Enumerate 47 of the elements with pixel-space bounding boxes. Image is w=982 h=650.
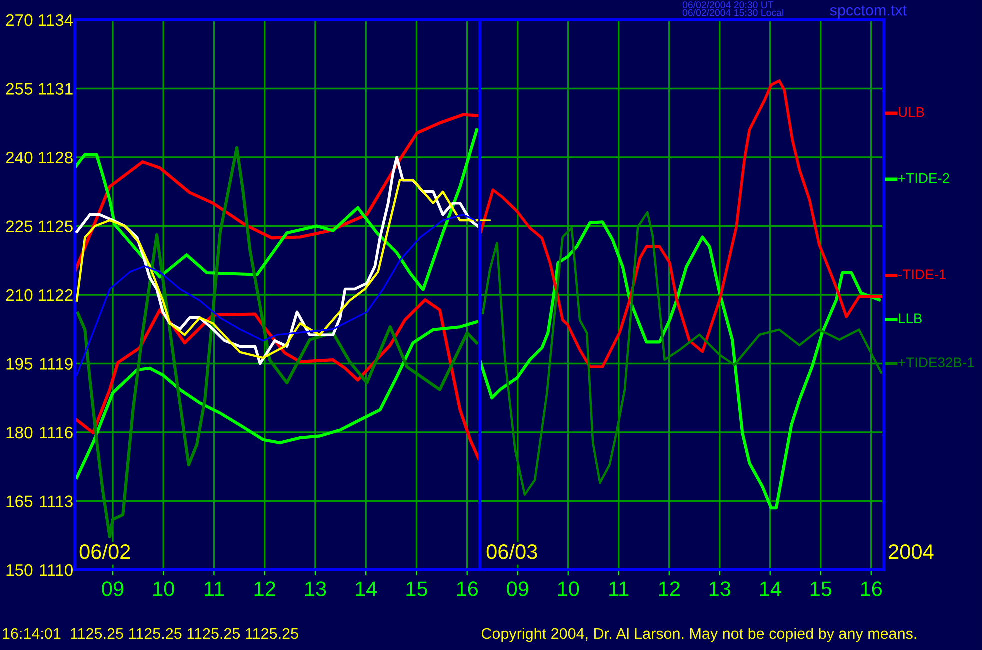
y2-tick-label: 1113 xyxy=(40,496,73,508)
y-tick-label: 240 xyxy=(6,152,33,164)
x-tick-label: 16 xyxy=(457,582,478,596)
y-tick-label: 225 xyxy=(6,220,33,232)
x-tick-label: 14 xyxy=(356,582,378,596)
x-tick-label: 12 xyxy=(254,582,276,596)
text: 16:14:01 1125.25 1125.25 1125.25 1125.25 xyxy=(3,628,298,640)
text: 06/02/2004 20:30 UT xyxy=(682,1,774,8)
x-tick-label: 09 xyxy=(507,582,528,596)
legend-label: +TIDE32B-1 xyxy=(898,358,974,368)
x-tick-label: 11 xyxy=(204,582,224,596)
text: 06/02/2004 15:30 Local xyxy=(682,9,784,16)
legend-label: -TIDE-1 xyxy=(898,270,946,280)
y-tick-label: 210 xyxy=(6,289,33,302)
y2-tick-label: 1128 xyxy=(39,152,73,164)
y-tick-label: 150 xyxy=(6,564,33,576)
text: 2004 xyxy=(889,544,934,560)
y-tick-label: 195 xyxy=(6,358,33,370)
y2-tick-label: 1125 xyxy=(39,220,73,232)
y-tick-label: 255 xyxy=(6,83,33,95)
x-tick-label: 09 xyxy=(102,582,124,596)
y-tick-label: 165 xyxy=(6,496,33,508)
x-tick-label: 14 xyxy=(760,582,782,596)
x-tick-label: 13 xyxy=(305,582,326,596)
y2-tick-label: 1119 xyxy=(40,358,73,370)
y-tick-label: 270 xyxy=(6,14,33,26)
x-tick-label: 13 xyxy=(710,582,731,596)
y2-tick-label: 1110 xyxy=(40,564,73,576)
y2-tick-label: 1116 xyxy=(40,426,73,439)
legend-label: LLB xyxy=(899,314,922,324)
legend-label: ULB xyxy=(899,108,924,118)
y2-tick-label: 1131 xyxy=(39,83,73,95)
x-tick-label: 12 xyxy=(659,582,680,596)
x-tick-label: 10 xyxy=(558,582,580,596)
legend-label: +TIDE-2 xyxy=(898,173,950,184)
x-tick-label: 15 xyxy=(810,582,832,596)
annotation: 06/03 xyxy=(486,544,538,560)
y2-tick-label: 1134 xyxy=(39,14,74,26)
x-tick-label: 15 xyxy=(406,582,428,596)
x-tick-label: 11 xyxy=(610,582,629,596)
text: spcctom.txt xyxy=(830,6,907,19)
x-tick-label: 10 xyxy=(154,582,174,596)
x-tick-label: 16 xyxy=(861,582,882,596)
y-tick-label: 180 xyxy=(6,426,33,439)
text: Copyright 2004, Dr. Al Larson. May not be copied by any means. xyxy=(482,628,916,642)
annotation: 06/02 xyxy=(80,544,130,560)
y2-tick-label: 1122 xyxy=(39,289,73,302)
